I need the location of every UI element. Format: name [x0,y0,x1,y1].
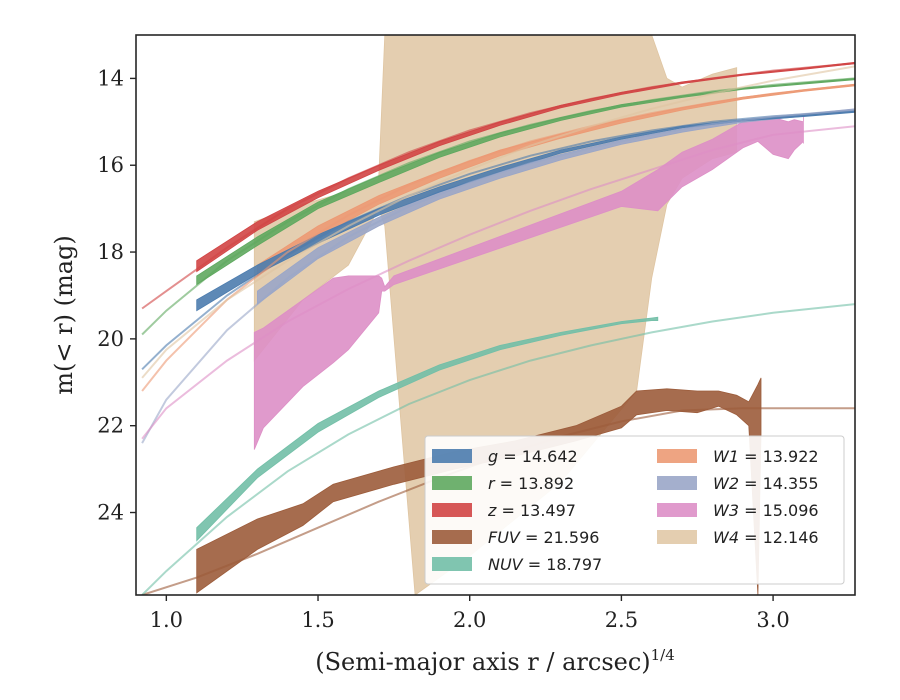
model-curve-z [141,62,855,310]
model-curve-w2 [141,108,855,444]
y-tick-label: 14 [97,66,124,90]
x-axis-title-text: (Semi-major axis r / arcsec) [315,648,650,676]
legend-entry-g: g = 14.642 [432,447,578,466]
model-curves [141,62,855,595]
legend: g = 14.642 r = 13.892 z = 13.497 FUV = 21.5… [424,435,845,585]
legend-label: z = 13.497 [487,501,576,520]
x-tick-label: 3.0 [756,608,789,632]
legend-entry-r: r = 13.892 [432,474,574,493]
x-axis-title-superscript: 1/4 [651,646,675,664]
x-tick-label: 2.5 [605,608,638,632]
y-axis: 14 16 18 20 22 24 [97,66,136,525]
legend-swatch [657,449,697,463]
legend-label: W4 = 12.146 [713,528,819,547]
legend-entry-w1: W1 = 13.922 [657,447,819,466]
band-nuv [196,316,659,542]
y-tick-label: 18 [97,240,124,264]
y-axis-title: m(< r) (mag) [50,235,78,394]
legend-swatch [432,557,472,571]
y-tick-label: 20 [97,327,124,351]
model-curve-w3 [141,125,855,440]
band-g [196,110,855,312]
legend-swatch [657,476,697,490]
x-tick-label: 1.0 [150,608,183,632]
legend-label: W2 = 14.355 [713,474,819,493]
plot-frame [135,34,856,596]
legend-entry-w2: W2 = 14.355 [657,474,819,493]
x-tick-label: 1.5 [301,608,334,632]
legend-entry-fuv: FUV = 21.596 [432,528,599,547]
legend-entry-z: z = 13.497 [432,501,576,520]
y-tick-label: 24 [97,501,124,525]
legend-swatch [657,530,697,544]
x-tick-label: 2.0 [453,608,486,632]
y-tick-label: 22 [97,414,124,438]
legend-swatch [432,530,472,544]
legend-swatch [432,476,472,490]
model-curve-g [141,110,855,371]
model-curve-w4 [141,65,855,379]
legend-label: g = 14.642 [488,447,578,466]
legend-entry-w3: W3 = 15.096 [657,501,819,520]
legend-frame [424,435,845,585]
legend-entry-w4: W4 = 12.146 [657,528,819,547]
legend-swatch [657,503,697,517]
legend-swatch [432,503,472,517]
legend-label: FUV = 21.596 [488,528,599,547]
model-curve-nuv [141,303,855,595]
legend-entry-nuv: NUV = 18.797 [432,555,602,574]
x-axis-title: (Semi-major axis r / arcsec)1/4 [315,646,675,676]
y-tick-label: 16 [97,153,124,177]
legend-swatch [432,449,472,463]
legend-label: NUV = 18.797 [488,555,602,574]
legend-label: W3 = 15.096 [713,501,819,520]
model-curve-r [141,77,855,336]
legend-label: W1 = 13.922 [713,447,819,466]
legend-label: r = 13.892 [488,474,574,493]
x-axis: 1.0 1.5 2.0 2.5 3.0 [150,595,790,632]
band-w3 [253,115,804,450]
